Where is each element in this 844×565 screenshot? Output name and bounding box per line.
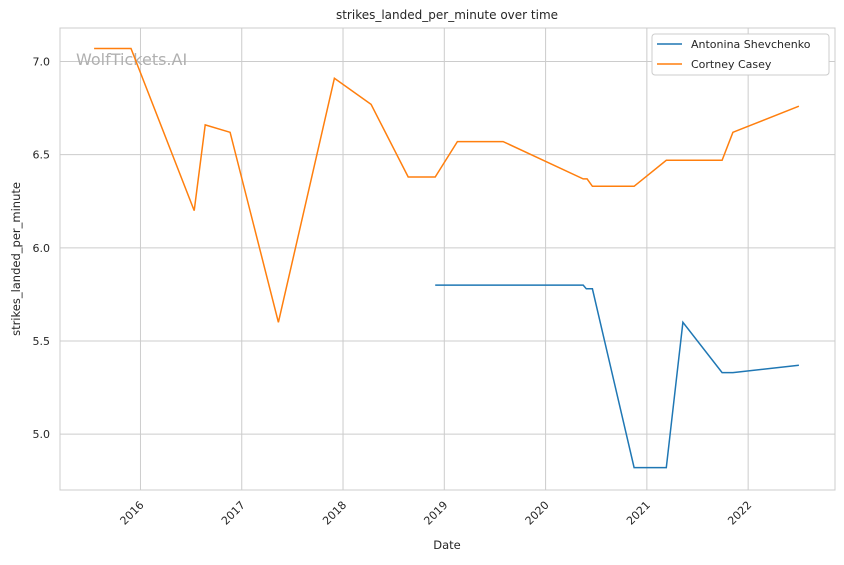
x-tick-label: 2019 (421, 499, 450, 528)
y-axis-label: strikes_landed_per_minute (9, 182, 23, 336)
plot-frame (59, 27, 836, 491)
legend-label-cortney: Cortney Casey (691, 58, 772, 71)
series-lines (94, 47, 800, 469)
x-tick-label: 2016 (118, 499, 147, 528)
y-tick-label: 6.0 (33, 242, 51, 255)
y-tick-label: 5.0 (33, 428, 51, 441)
y-tick-label: 6.5 (33, 149, 51, 162)
x-tick-label: 2020 (523, 499, 552, 528)
x-axis-label: Date (433, 538, 461, 552)
watermark: WolfTickets.AI (76, 50, 187, 69)
y-tick-label: 5.5 (33, 335, 51, 348)
legend-label-antonina: Antonina Shevchenko (691, 38, 811, 51)
series-line-0 (435, 284, 799, 469)
grid (60, 28, 835, 490)
x-tick-label: 2017 (219, 499, 248, 528)
series-line-1 (94, 47, 800, 323)
chart-title: strikes_landed_per_minute over time (336, 8, 558, 22)
y-tick-label: 7.0 (33, 56, 51, 69)
x-tick-label: 2022 (725, 499, 754, 528)
legend-box (651, 33, 830, 76)
x-tick-label: 2021 (624, 499, 653, 528)
legend: Antonina Shevchenko Cortney Casey (651, 33, 830, 76)
x-tick-label: 2018 (320, 499, 349, 528)
